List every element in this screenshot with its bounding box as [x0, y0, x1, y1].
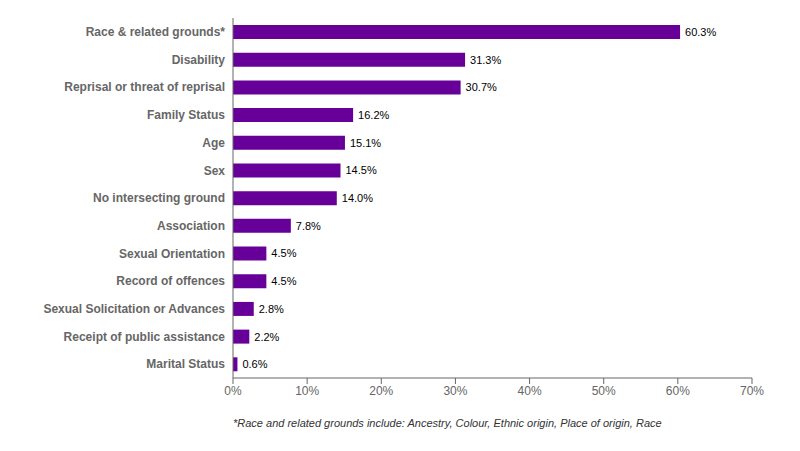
svg-text:Sexual Orientation: Sexual Orientation	[119, 247, 225, 261]
svg-text:0%: 0%	[224, 384, 242, 398]
svg-text:40%: 40%	[518, 384, 542, 398]
svg-text:70%: 70%	[740, 384, 764, 398]
svg-text:0.6%: 0.6%	[242, 358, 267, 370]
svg-text:7.8%: 7.8%	[296, 220, 321, 232]
svg-text:No intersecting ground: No intersecting ground	[93, 191, 225, 205]
svg-text:60.3%: 60.3%	[685, 26, 716, 38]
svg-text:31.3%: 31.3%	[470, 54, 501, 66]
svg-text:50%: 50%	[592, 384, 616, 398]
svg-text:Reprisal or threat of reprisal: Reprisal or threat of reprisal	[64, 80, 225, 94]
svg-text:Family Status: Family Status	[147, 108, 225, 122]
svg-text:4.5%: 4.5%	[271, 275, 296, 287]
svg-text:30.7%: 30.7%	[466, 81, 497, 93]
svg-text:Sexual Solicitation or Advance: Sexual Solicitation or Advances	[43, 302, 225, 316]
svg-text:Disability: Disability	[172, 53, 226, 67]
svg-text:15.1%: 15.1%	[350, 137, 381, 149]
html-text:*Race and related grounds incl: *Race and related grounds include: Ances…	[233, 417, 662, 429]
svg-text:2.2%: 2.2%	[254, 331, 279, 343]
svg-text:4.5%: 4.5%	[271, 247, 296, 259]
svg-text:Marital Status: Marital Status	[146, 357, 225, 371]
svg-text:Receipt of public assistance: Receipt of public assistance	[64, 330, 226, 344]
svg-text:10%: 10%	[295, 384, 319, 398]
svg-text:14.5%: 14.5%	[346, 164, 377, 176]
svg-text:16.2%: 16.2%	[358, 109, 389, 121]
svg-text:Association: Association	[157, 219, 225, 233]
svg-text:2.8%: 2.8%	[259, 303, 284, 315]
svg-text:Record of offences: Record of offences	[116, 274, 225, 288]
svg-text:Age: Age	[202, 136, 225, 150]
svg-text:Sex: Sex	[204, 164, 226, 178]
svg-text:20%: 20%	[369, 384, 393, 398]
svg-text:30%: 30%	[443, 384, 467, 398]
svg-text:Race & related grounds*: Race & related grounds*	[86, 25, 226, 39]
svg-text:14.0%: 14.0%	[342, 192, 373, 204]
svg-text:60%: 60%	[666, 384, 690, 398]
